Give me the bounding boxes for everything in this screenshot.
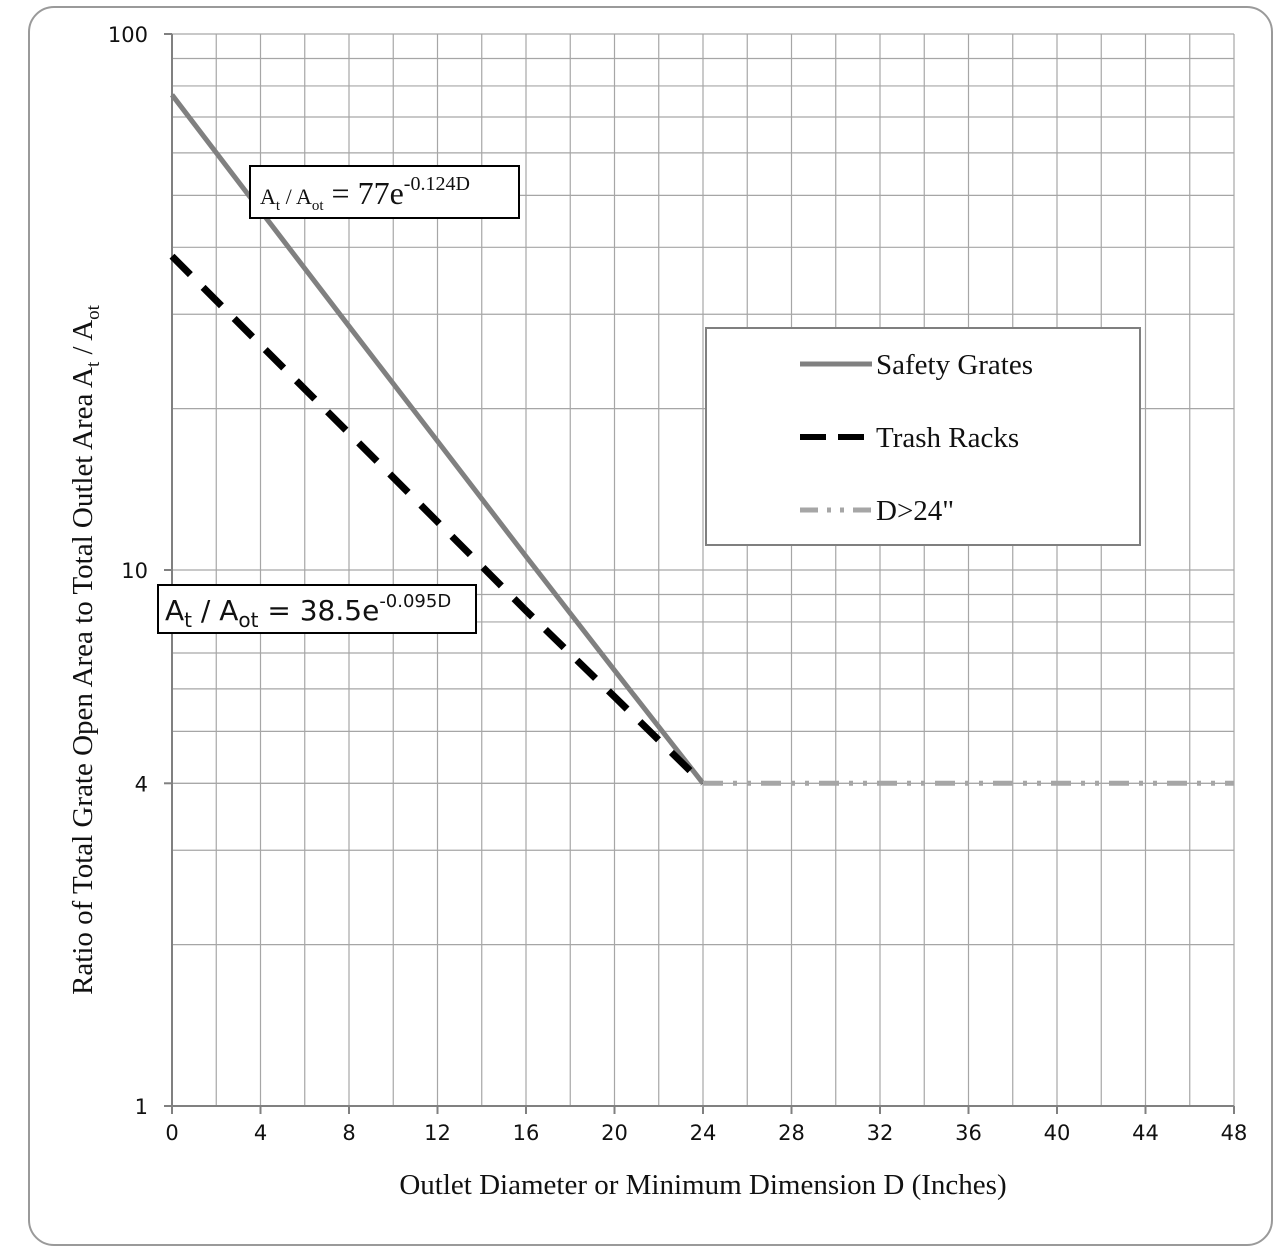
x-tick-label: 40 [1044, 1121, 1071, 1145]
y-tick-label: 100 [108, 23, 148, 47]
annotation-trash: At / Aot = 38.5e-0.095D [157, 584, 477, 634]
legend-label-trash: Trash Racks [876, 422, 1019, 454]
x-tick-label: 20 [601, 1121, 628, 1145]
eq-trash-sub2: ot [238, 608, 258, 632]
x-tick-label: 24 [690, 1121, 717, 1145]
y-axis-title-sub2: ot [83, 304, 104, 320]
x-tick-label: 0 [165, 1121, 178, 1145]
eq-safety-sub1: t [276, 198, 281, 214]
x-axis-title: Outlet Diameter or Minimum Dimension D (… [399, 1169, 1006, 1201]
y-tick-label: 10 [121, 559, 148, 583]
x-tick-label: 48 [1221, 1121, 1248, 1145]
eq-safety-rhs: = 77e [324, 175, 404, 211]
eq-trash-rhs: = 38.5e [258, 594, 379, 627]
y-axis-title-main: Ratio of Total Grate Open Area to Total … [67, 367, 99, 995]
svg-text:At / Aot = 38.5e-0.095D: At / Aot = 38.5e-0.095D [165, 591, 451, 632]
x-tick-label: 16 [513, 1121, 540, 1145]
y-axis-title-sub1: t [83, 361, 104, 367]
legend: Safety Grates Trash Racks D>24" [705, 327, 1141, 546]
eq-trash-sub1: t [184, 608, 192, 632]
annotation-safety: At / Aot = 77e-0.124D [249, 165, 520, 219]
x-tick-label: 36 [955, 1121, 982, 1145]
eq-safety-sub2: ot [312, 198, 325, 214]
eq-trash-base: A [165, 594, 184, 627]
legend-box [705, 327, 1141, 546]
eq-safety-base: A [260, 184, 276, 209]
eq-trash-mid: / A [192, 594, 238, 627]
eq-safety-exp: -0.124D [404, 173, 470, 195]
eq-trash-exp: -0.095D [379, 591, 451, 612]
svg-text:At / Aot = 77e-0.124D: At / Aot = 77e-0.124D [260, 173, 470, 214]
x-tick-label: 4 [254, 1121, 267, 1145]
x-tick-label: 44 [1132, 1121, 1159, 1145]
x-tick-label: 12 [424, 1121, 451, 1145]
x-tick-label: 28 [778, 1121, 805, 1145]
x-tick-label: 8 [342, 1121, 355, 1145]
y-axis-title-mid: / A [67, 320, 99, 362]
y-tick-label: 1 [135, 1095, 148, 1119]
eq-safety-mid: / A [280, 184, 312, 209]
legend-label-safety: Safety Grates [876, 349, 1033, 381]
y-tick-label: 4 [135, 772, 148, 796]
legend-label-d24: D>24" [876, 495, 954, 527]
y-axis-title: Ratio of Total Grate Open Area to Total … [67, 304, 104, 995]
series-line-1 [169, 253, 706, 786]
x-tick-label: 32 [867, 1121, 894, 1145]
